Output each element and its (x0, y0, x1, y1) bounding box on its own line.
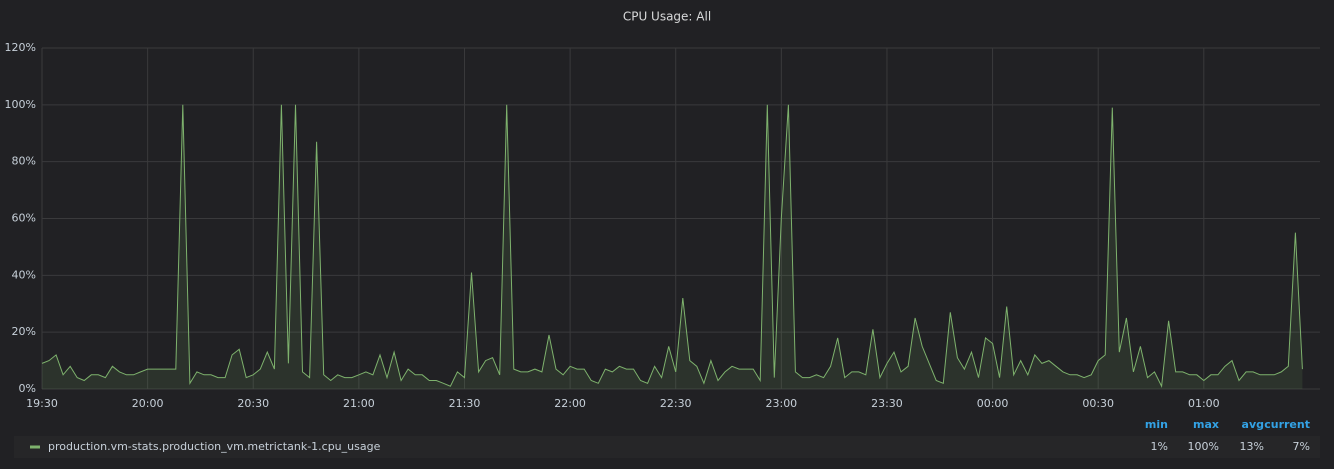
x-tick-label: 22:00 (554, 397, 586, 410)
series-area (42, 104, 1303, 390)
x-tick-label: 20:30 (237, 397, 269, 410)
x-tick-label: 23:30 (871, 397, 903, 410)
x-tick-label: 01:00 (1188, 397, 1220, 410)
legend-value: 1% (1151, 440, 1168, 453)
y-tick-label: 80% (12, 155, 36, 168)
series-line (41, 104, 1303, 388)
y-tick-label: 20% (12, 325, 36, 338)
x-tick-label: 21:00 (343, 397, 375, 410)
legend-label: production.vm-stats.production_vm.metric… (48, 440, 381, 453)
x-tick-label: 22:30 (660, 397, 692, 410)
y-tick-label: 120% (5, 41, 36, 54)
legend-value: 100% (1188, 440, 1219, 453)
x-tick-label: 19:30 (26, 397, 58, 410)
x-tick-label: 21:30 (449, 397, 481, 410)
legend-header: max (1193, 418, 1219, 431)
legend-header: min (1145, 418, 1168, 431)
y-tick-label: 40% (12, 268, 36, 281)
x-tick-label: 20:00 (132, 397, 164, 410)
x-tick-label: 23:00 (765, 397, 797, 410)
legend-header: avg (1242, 418, 1264, 431)
y-tick-label: 0% (19, 382, 36, 395)
x-tick-label: 00:30 (1082, 397, 1114, 410)
panel-title: CPU Usage: All (623, 10, 711, 24)
x-tick-label: 00:00 (977, 397, 1009, 410)
y-tick-label: 60% (12, 212, 36, 225)
legend-row (14, 436, 1320, 458)
y-tick-label: 100% (5, 98, 36, 111)
legend-header: current (1264, 418, 1310, 431)
legend-value: 13% (1240, 440, 1264, 453)
legend-value: 7% (1293, 440, 1310, 453)
